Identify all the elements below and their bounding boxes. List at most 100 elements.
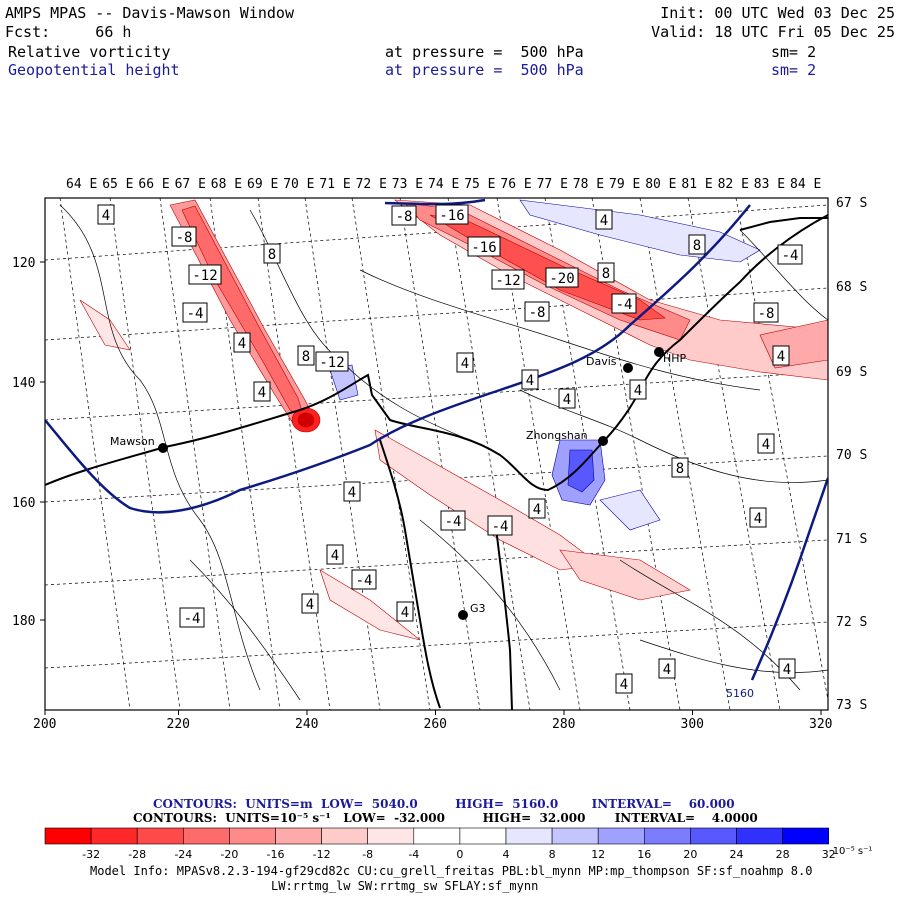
field1-name: Relative vorticity <box>8 43 171 61</box>
lon-label: 66 E <box>138 177 169 192</box>
station-davis <box>623 363 633 373</box>
vorticity-label-box: -12 <box>188 264 222 285</box>
lon-label: 75 E <box>464 177 495 192</box>
field2-pressure: at pressure = 500 hPa <box>385 61 584 79</box>
field2-smoothing: sm= 2 <box>771 61 817 79</box>
vorticity-label: -8 <box>176 230 193 246</box>
vorticity-label-box: -4 <box>182 302 208 323</box>
vorticity-contours <box>59 204 828 701</box>
vorticity-label: -4 <box>356 573 373 589</box>
vorticity-label-box: 4 <box>326 544 344 565</box>
station-label-hhp: HHP <box>663 352 687 365</box>
colorbar: -32 -28 -24 -20 -16 -12 -8 -4 0 4 8 12 16 20 24 28 3210⁻… <box>44 827 873 861</box>
latlon-grid <box>45 198 828 710</box>
vorticity-label-box: 4 <box>629 379 647 400</box>
x-tick-label: 220 <box>167 717 190 732</box>
lon-label: 78 E <box>573 177 604 192</box>
colorbar-tick-label: 28 <box>776 848 790 861</box>
colorbar-swatch <box>44 827 92 845</box>
colorbar-swatch <box>459 827 507 845</box>
lon-label: 71 E <box>319 177 350 192</box>
lat-label: 73 S <box>836 698 867 713</box>
vorticity-label: 4 <box>258 385 266 401</box>
x-tick-label: 260 <box>424 717 447 732</box>
vorticity-label-box: 4 <box>558 388 576 409</box>
vorticity-label-box: -4 <box>611 293 637 314</box>
geopotential-height-contours <box>45 198 828 681</box>
vorticity-label-box: -8 <box>753 302 779 323</box>
colorbar-tick-label: -4 <box>408 848 419 861</box>
colorbar-tick-label: 4 <box>503 848 510 861</box>
vorticity-label-box: -20 <box>545 267 579 288</box>
vorticity-label-box: -4 <box>179 607 205 628</box>
colorbar-swatch <box>136 827 184 845</box>
valid-time: Valid: 18 UTC Fri 05 Dec 25 <box>651 23 895 41</box>
vorticity-label: 4 <box>777 349 785 365</box>
vorticity-label-box: 4 <box>658 658 676 679</box>
lon-label: 69 E <box>247 177 278 192</box>
vorticity-label: -16 <box>439 208 464 224</box>
colorbar-tick-label: -12 <box>313 848 331 861</box>
field2-name: Geopotential height <box>8 61 180 79</box>
x-tick-label: 300 <box>681 717 704 732</box>
vorticity-label: -20 <box>549 271 574 287</box>
vorticity-label-box: -4 <box>487 515 513 536</box>
vorticity-label-box: 4 <box>396 601 414 622</box>
colorbar-unit-label: 10⁻⁵ s⁻¹ <box>833 846 873 857</box>
colorbar-swatch <box>551 827 599 845</box>
y-tick-label: 140 <box>12 376 35 391</box>
lon-label: 70 E <box>283 177 314 192</box>
station-markers <box>158 347 664 620</box>
station-label-g3: G3 <box>470 602 486 615</box>
vorticity-label-box: 4 <box>343 481 361 502</box>
lon-label: 77 E <box>537 177 568 192</box>
map-frame <box>44 197 829 711</box>
station-label-zhongshan: Zhongshan <box>526 429 588 442</box>
vorticity-label: 8 <box>602 266 610 282</box>
vorticity-label-box: 8 <box>263 243 281 264</box>
longitude-labels: 64 E 65 E 66 E 67 E 68 E 69 E 70 E 71 E 72 E 73 E… <box>66 177 821 192</box>
forecast-hour: Fcst: 66 h <box>5 23 132 41</box>
vorticity-label-box: 4 <box>528 498 546 519</box>
vorticity-label: -8 <box>396 209 413 225</box>
lon-label: 84 E <box>790 177 821 192</box>
colorbar-swatch <box>597 827 645 845</box>
colorbar-swatch <box>505 827 553 845</box>
vorticity-label: 8 <box>302 349 310 365</box>
vorticity-label-box: 4 <box>301 593 319 614</box>
vorticity-label: 8 <box>693 238 701 254</box>
station-label-mawson: Mawson <box>110 435 155 448</box>
lon-label: 72 E <box>356 177 387 192</box>
vorticity-label-box: 4 <box>757 433 775 454</box>
station-label-davis: Davis <box>586 355 617 368</box>
vorticity-label-box: -16 <box>467 236 501 257</box>
vorticity-label: 4 <box>600 213 608 229</box>
vorticity-label: -4 <box>187 306 204 322</box>
vorticity-label: 4 <box>401 605 409 621</box>
colorbar-swatch <box>275 827 322 845</box>
vorticity-label: -12 <box>495 273 520 289</box>
lon-label: 65 E <box>102 177 133 192</box>
vorticity-label: -4 <box>445 514 462 530</box>
lon-label: 82 E <box>718 177 749 192</box>
vorticity-label: 4 <box>563 392 571 408</box>
lat-label: 69 S <box>836 365 867 380</box>
vorticity-label: 4 <box>533 502 541 518</box>
vorticity-label-box: 4 <box>521 369 539 390</box>
colorbar-tick-label: -8 <box>362 848 373 861</box>
colorbar-tick-label: 12 <box>591 848 605 861</box>
vorticity-label: 4 <box>762 437 770 453</box>
station-hhp <box>654 347 664 357</box>
vorticity-label-box: -12 <box>491 269 525 290</box>
vorticity-label: -16 <box>471 240 496 256</box>
vorticity-label: 8 <box>268 247 276 263</box>
map-panel: Mawson Davis HHP Zhongshan G3 5160 4 -8 -1… <box>12 196 867 732</box>
lat-label: 71 S <box>836 532 867 547</box>
x-tick-label: 200 <box>33 717 56 732</box>
station-g3 <box>458 610 468 620</box>
vorticity-label: 4 <box>331 548 339 564</box>
vorticity-label: -12 <box>192 268 217 284</box>
model-info-line1: Model Info: MPASv8.2.3-194-gf29cd82c CU:… <box>90 864 813 878</box>
colorbar-tick-label: -20 <box>220 848 238 861</box>
lat-label: 68 S <box>836 280 867 295</box>
